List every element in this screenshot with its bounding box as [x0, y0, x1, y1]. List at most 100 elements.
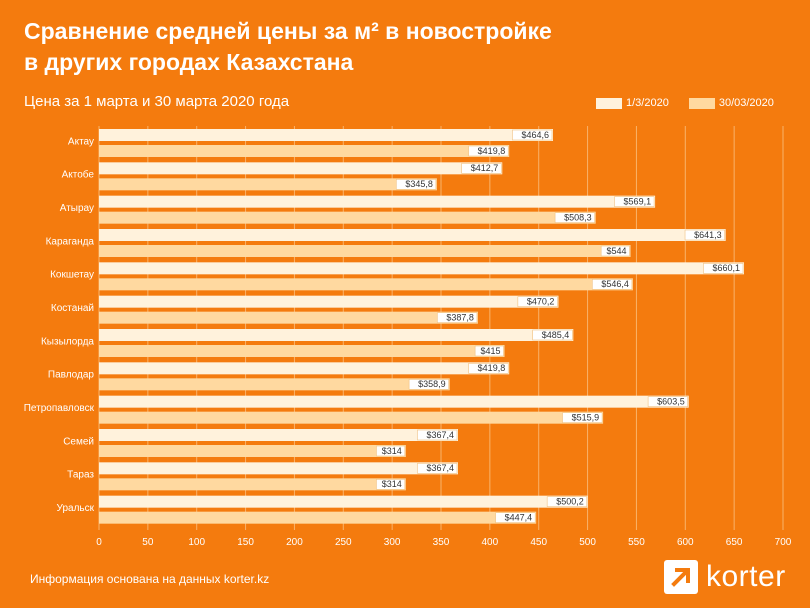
x-tick-label: 50 — [142, 537, 154, 548]
legend-swatch-series-1 — [596, 97, 622, 109]
data-label: $314 — [382, 446, 402, 456]
data-label: $508,3 — [564, 213, 592, 223]
legend-label-series-2: 30/03/2020 — [718, 97, 774, 109]
bar-series-1 — [99, 195, 656, 208]
data-label-box — [592, 279, 633, 290]
data-label-box — [532, 329, 573, 341]
bar-series-2 — [99, 511, 537, 524]
data-label: $500,2 — [556, 497, 584, 507]
bar-series-1 — [99, 395, 689, 408]
data-label-box — [600, 245, 630, 257]
bar-series-1 — [99, 262, 745, 275]
data-label-box — [376, 445, 406, 457]
data-label-box — [395, 179, 437, 190]
bar-series-2 — [99, 345, 505, 357]
data-label: $415 — [480, 346, 500, 356]
category-label: Костанай — [51, 303, 94, 314]
category-label: Семей — [63, 436, 94, 447]
data-label-box — [437, 312, 478, 323]
bar-series-2 — [99, 211, 596, 224]
x-tick-label: 350 — [433, 537, 450, 548]
category-label: Петропавловск — [24, 403, 95, 414]
data-label-box — [546, 496, 588, 507]
data-label: $419,8 — [478, 146, 506, 156]
data-label-box — [408, 379, 449, 390]
category-label: Караганда — [46, 236, 95, 247]
data-label: $367,4 — [426, 463, 454, 473]
data-label-box — [417, 463, 458, 474]
bar-chart: 0 50 100 150 200 250 300 350 400 450 500 550 600 650 7… — [24, 126, 792, 548]
x-tick-label: 550 — [628, 537, 645, 548]
x-tick-label: 300 — [384, 537, 401, 548]
data-label-box — [468, 145, 509, 157]
data-label-box — [647, 396, 689, 407]
bar-series-1 — [99, 495, 588, 508]
korter-logo: korter — [664, 560, 786, 594]
data-label: $544 — [607, 246, 627, 256]
category-label: Атырау — [60, 203, 94, 214]
data-label: $660,1 — [712, 263, 740, 273]
data-label-box — [512, 129, 553, 141]
data-label-box — [376, 479, 406, 490]
legend-item-series-1: 1/3/2020 — [596, 97, 669, 109]
bar-series-2 — [99, 445, 406, 457]
chart-subtitle: Цена за 1 марта и 30 марта 2020 года — [24, 93, 290, 110]
data-label-box — [468, 363, 509, 374]
data-label: $367,4 — [426, 430, 454, 440]
data-label-box — [684, 229, 725, 241]
data-label-box — [417, 429, 458, 441]
x-tick-label: 700 — [775, 537, 792, 548]
data-label: $345,8 — [405, 179, 433, 189]
bar-series-2 — [99, 478, 406, 491]
category-label: Кокшетау — [50, 270, 94, 281]
data-label-box — [474, 345, 504, 357]
legend: 1/3/2020 30/03/2020 — [596, 97, 774, 109]
x-tick-label: 250 — [335, 537, 352, 548]
data-label: $419,8 — [478, 363, 506, 373]
data-label: $358,9 — [418, 379, 446, 389]
data-label: $447,4 — [505, 513, 533, 523]
legend-label-series-1: 1/3/2020 — [626, 97, 669, 109]
data-label: $464,6 — [521, 130, 549, 140]
category-label: Уральск — [57, 503, 95, 514]
data-label: $569,1 — [624, 197, 652, 207]
arrow-up-right-icon — [664, 560, 698, 594]
bar-series-1 — [99, 429, 459, 441]
category-label: Актобе — [62, 169, 95, 181]
bar-series-2 — [99, 411, 604, 424]
x-tick-label: 500 — [579, 537, 596, 548]
x-tick-label: 400 — [482, 537, 499, 548]
data-label-box — [495, 512, 536, 523]
title-line-1: Сравнение средней цены за м² в новострой… — [24, 18, 552, 44]
x-tick-label: 150 — [237, 537, 254, 548]
category-label: Тараз — [67, 470, 94, 481]
bar-series-1 — [99, 362, 510, 375]
bar-series-2 — [99, 145, 510, 157]
data-label: $546,4 — [601, 279, 629, 289]
bar-series-2 — [99, 245, 631, 257]
data-label-box — [554, 212, 595, 223]
category-label: Актау — [68, 136, 94, 147]
data-label-box — [562, 412, 603, 423]
bar-series-2 — [99, 311, 478, 324]
x-tick-label: 600 — [677, 537, 694, 548]
category-label: Кызылорда — [41, 336, 94, 347]
data-label: $412,7 — [471, 163, 499, 173]
data-label: $470,2 — [527, 297, 555, 307]
data-label: $314 — [382, 479, 402, 489]
bar-series-1 — [99, 462, 459, 475]
bar-series-1 — [99, 229, 726, 241]
footer-source-note: Информация основана на данных korter.kz — [30, 572, 270, 586]
bar-series-1 — [99, 329, 574, 341]
data-label-box — [703, 263, 744, 274]
category-label: Павлодар — [48, 370, 95, 381]
chart-title: Сравнение средней цены за м² в новострой… — [24, 16, 704, 78]
x-tick-label: 450 — [530, 537, 547, 548]
x-tick-label: 650 — [726, 537, 743, 548]
data-label-box — [614, 196, 655, 207]
title-line-2: в других городах Казахстана — [24, 49, 354, 75]
data-label: $515,9 — [572, 413, 600, 423]
legend-swatch-series-2 — [688, 97, 715, 109]
data-label: $641,3 — [694, 230, 722, 240]
bar-series-1 — [99, 129, 553, 141]
